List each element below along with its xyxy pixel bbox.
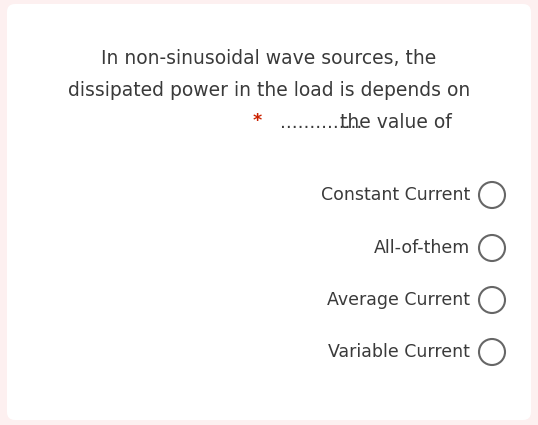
Text: Variable Current: Variable Current	[328, 343, 470, 361]
FancyBboxPatch shape	[7, 4, 531, 420]
Text: Average Current: Average Current	[327, 291, 470, 309]
Text: Constant Current: Constant Current	[321, 186, 470, 204]
Text: *: *	[253, 112, 262, 130]
Text: the value of: the value of	[334, 113, 452, 131]
Text: In non-sinusoidal wave sources, the: In non-sinusoidal wave sources, the	[101, 48, 437, 68]
Text: ..............: ..............	[280, 113, 362, 131]
Text: All-of-them: All-of-them	[374, 239, 470, 257]
Text: dissipated power in the load is depends on: dissipated power in the load is depends …	[68, 80, 470, 99]
